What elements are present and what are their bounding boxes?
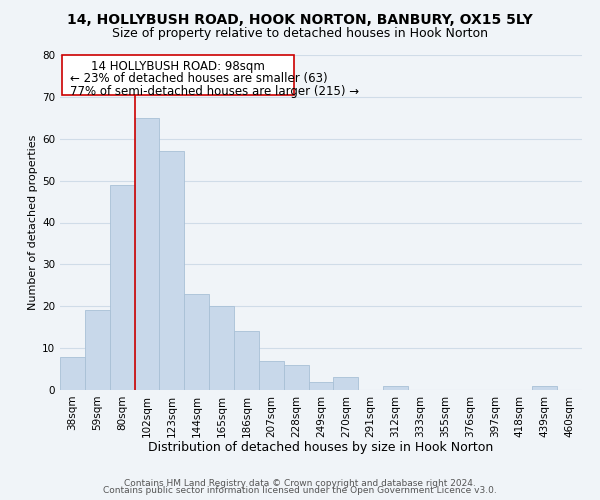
Bar: [308, 382, 334, 390]
Text: 14, HOLLYBUSH ROAD, HOOK NORTON, BANBURY, OX15 5LY: 14, HOLLYBUSH ROAD, HOOK NORTON, BANBURY…: [67, 12, 533, 26]
X-axis label: Distribution of detached houses by size in Hook Norton: Distribution of detached houses by size …: [148, 441, 494, 454]
Bar: [184, 294, 209, 390]
Text: Size of property relative to detached houses in Hook Norton: Size of property relative to detached ho…: [112, 28, 488, 40]
Y-axis label: Number of detached properties: Number of detached properties: [28, 135, 38, 310]
Bar: [60, 356, 85, 390]
Bar: [85, 310, 110, 390]
Bar: [110, 185, 134, 390]
Bar: [532, 386, 557, 390]
Text: ← 23% of detached houses are smaller (63): ← 23% of detached houses are smaller (63…: [70, 72, 328, 86]
Bar: [160, 152, 184, 390]
Bar: [284, 365, 308, 390]
Text: 14 HOLLYBUSH ROAD: 98sqm: 14 HOLLYBUSH ROAD: 98sqm: [91, 60, 265, 73]
Text: Contains HM Land Registry data © Crown copyright and database right 2024.: Contains HM Land Registry data © Crown c…: [124, 478, 476, 488]
Bar: [134, 118, 160, 390]
Bar: [209, 306, 234, 390]
Bar: [334, 378, 358, 390]
Bar: [234, 332, 259, 390]
FancyBboxPatch shape: [62, 55, 293, 95]
Bar: [259, 360, 284, 390]
Text: 77% of semi-detached houses are larger (215) →: 77% of semi-detached houses are larger (…: [70, 85, 359, 98]
Text: Contains public sector information licensed under the Open Government Licence v3: Contains public sector information licen…: [103, 486, 497, 495]
Bar: [383, 386, 408, 390]
